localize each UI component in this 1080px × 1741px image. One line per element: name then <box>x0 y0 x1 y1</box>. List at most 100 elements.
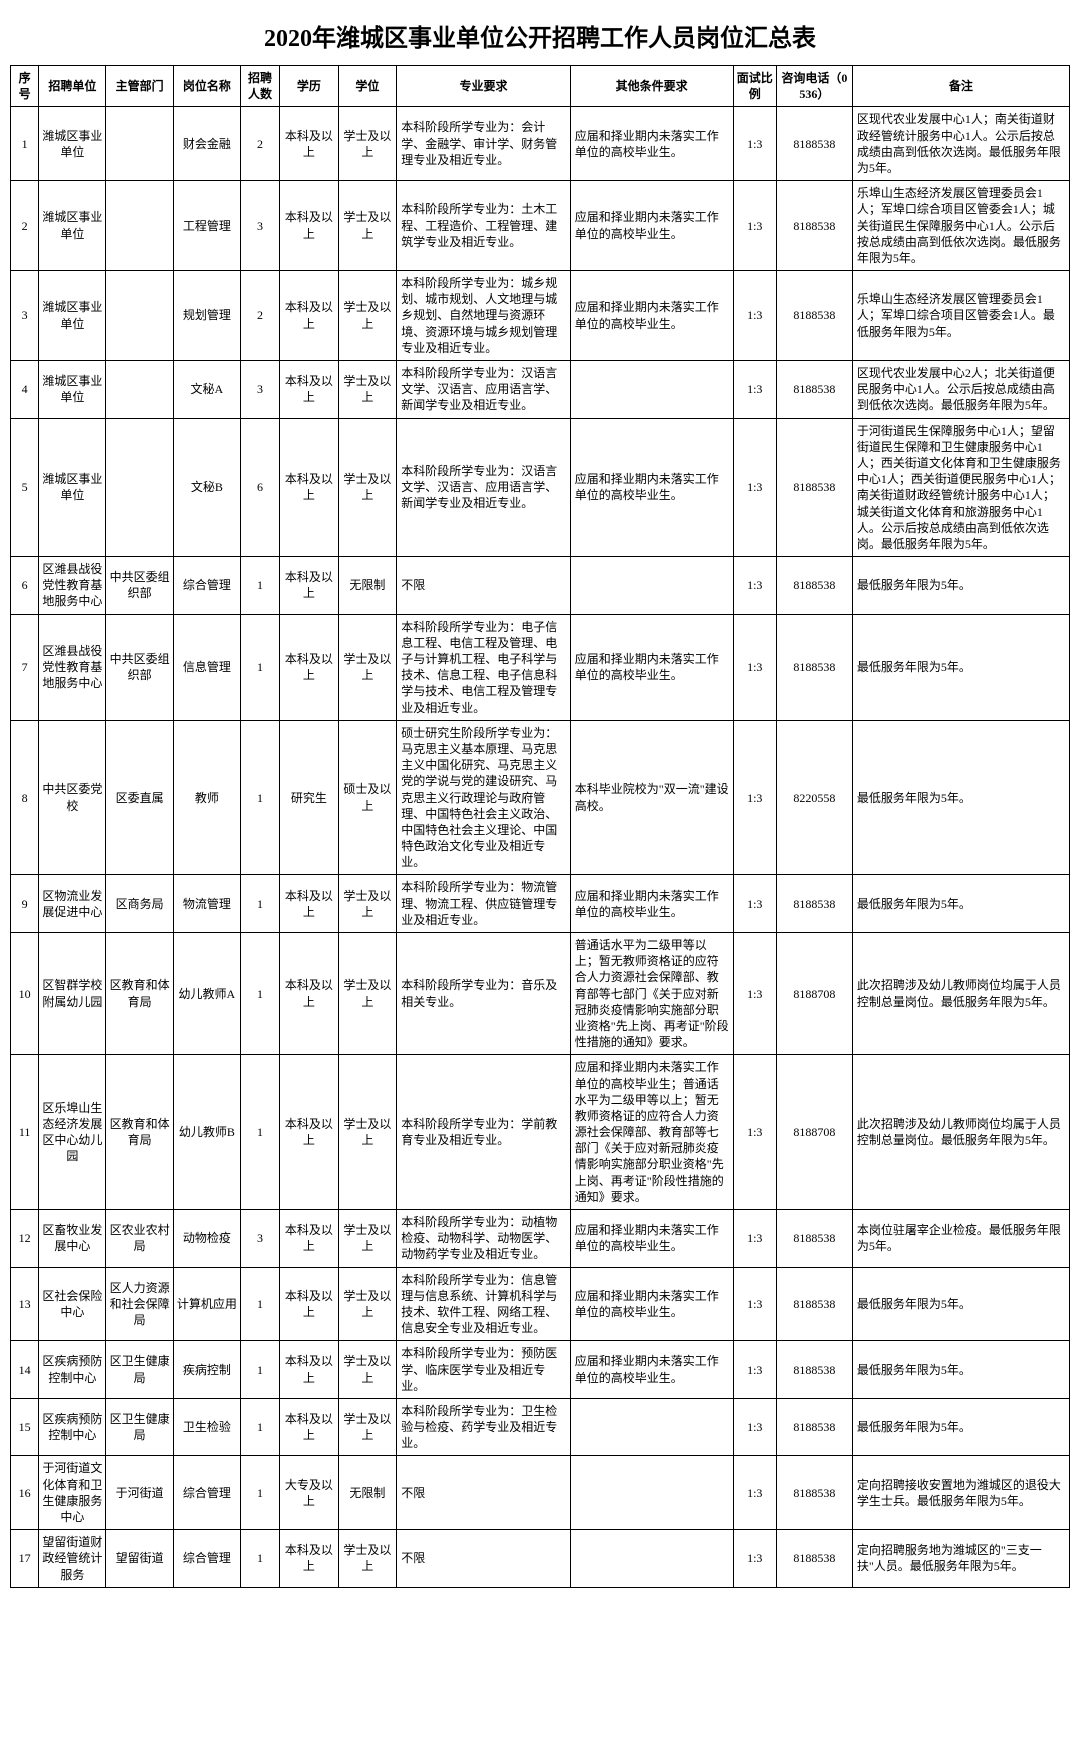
cell-edu: 本科及以上 <box>280 1530 339 1588</box>
th-num: 招聘人数 <box>241 66 280 107</box>
th-other: 其他条件要求 <box>570 66 733 107</box>
cell-note: 定向招聘接收安置地为潍城区的退役大学生士兵。最低服务年限为5年。 <box>852 1456 1069 1530</box>
table-body: 1潍城区事业单位财会金融2本科及以上学士及以上本科阶段所学专业为：会计学、金融学… <box>11 107 1070 1587</box>
cell-other: 应届和择业期内未落实工作单位的高校毕业生。 <box>570 1267 733 1341</box>
cell-other: 应届和择业期内未落实工作单位的高校毕业生。 <box>570 1341 733 1399</box>
cell-post: 财会金融 <box>173 107 240 181</box>
cell-post: 计算机应用 <box>173 1267 240 1341</box>
cell-seq: 14 <box>11 1341 39 1399</box>
cell-deg: 无限制 <box>338 557 397 615</box>
table-row: 1潍城区事业单位财会金融2本科及以上学士及以上本科阶段所学专业为：会计学、金融学… <box>11 107 1070 181</box>
cell-note: 乐埠山生态经济发展区管理委员会1人；军埠口综合项目区管委会1人；城关街道民生保障… <box>852 181 1069 271</box>
cell-tel: 8188538 <box>776 875 852 933</box>
cell-num: 1 <box>241 1398 280 1456</box>
cell-tel: 8188538 <box>776 1398 852 1456</box>
cell-deg: 学士及以上 <box>338 1267 397 1341</box>
cell-num: 3 <box>241 361 280 419</box>
cell-seq: 8 <box>11 720 39 875</box>
cell-other <box>570 1398 733 1456</box>
cell-major: 本科阶段所学专业为：学前教育专业及相近专业。 <box>397 1055 571 1210</box>
cell-post: 文秘B <box>173 418 240 557</box>
cell-unit: 于河街道文化体育和卫生健康服务中心 <box>39 1456 106 1530</box>
cell-tel: 8188538 <box>776 557 852 615</box>
cell-unit: 区疾病预防控制中心 <box>39 1398 106 1456</box>
table-row: 2潍城区事业单位工程管理3本科及以上学士及以上本科阶段所学专业为：土木工程、工程… <box>11 181 1070 271</box>
cell-major: 本科阶段所学专业为：信息管理与信息系统、计算机科学与技术、软件工程、网络工程、信… <box>397 1267 571 1341</box>
cell-tel: 8188538 <box>776 361 852 419</box>
cell-num: 1 <box>241 1341 280 1399</box>
cell-major: 本科阶段所学专业为：汉语言文学、汉语言、应用语言学、新闻学专业及相近专业。 <box>397 361 571 419</box>
cell-other <box>570 1456 733 1530</box>
cell-dept <box>106 361 173 419</box>
cell-major: 本科阶段所学专业为：卫生检验与检疫、药学专业及相近专业。 <box>397 1398 571 1456</box>
table-row: 14区疾病预防控制中心区卫生健康局疾病控制1本科及以上学士及以上本科阶段所学专业… <box>11 1341 1070 1399</box>
cell-num: 1 <box>241 1267 280 1341</box>
cell-note: 乐埠山生态经济发展区管理委员会1人；军埠口综合项目区管委会1人。最低服务年限为5… <box>852 271 1069 361</box>
table-row: 5潍城区事业单位文秘B6本科及以上学士及以上本科阶段所学专业为：汉语言文学、汉语… <box>11 418 1070 557</box>
cell-unit: 中共区委党校 <box>39 720 106 875</box>
cell-major: 本科阶段所学专业为：预防医学、临床医学专业及相近专业。 <box>397 1341 571 1399</box>
cell-post: 工程管理 <box>173 181 240 271</box>
cell-seq: 10 <box>11 933 39 1055</box>
table-row: 9区物流业发展促进中心区商务局物流管理1本科及以上学士及以上本科阶段所学专业为：… <box>11 875 1070 933</box>
cell-dept: 于河街道 <box>106 1456 173 1530</box>
table-row: 17望留街道财政经管统计服务望留街道综合管理1本科及以上学士及以上不限1:381… <box>11 1530 1070 1588</box>
cell-deg: 无限制 <box>338 1456 397 1530</box>
cell-ratio: 1:3 <box>733 1530 776 1588</box>
cell-deg: 学士及以上 <box>338 361 397 419</box>
table-row: 7区潍县战役党性教育基地服务中心中共区委组织部信息管理1本科及以上学士及以上本科… <box>11 614 1070 720</box>
cell-post: 文秘A <box>173 361 240 419</box>
cell-dept: 区农业农村局 <box>106 1210 173 1268</box>
cell-note: 此次招聘涉及幼儿教师岗位均属于人员控制总量岗位。最低服务年限为5年。 <box>852 1055 1069 1210</box>
cell-note: 于河街道民生保障服务中心1人；望留街道民生保障和卫生健康服务中心1人；西关街道文… <box>852 418 1069 557</box>
cell-unit: 区社会保险中心 <box>39 1267 106 1341</box>
cell-major: 本科阶段所学专业为：会计学、金融学、审计学、财务管理专业及相近专业。 <box>397 107 571 181</box>
table-header-row: 序号 招聘单位 主管部门 岗位名称 招聘人数 学历 学位 专业要求 其他条件要求… <box>11 66 1070 107</box>
cell-tel: 8188538 <box>776 107 852 181</box>
cell-dept <box>106 181 173 271</box>
cell-major: 本科阶段所学专业为：土木工程、工程造价、工程管理、建筑学专业及相近专业。 <box>397 181 571 271</box>
cell-num: 2 <box>241 271 280 361</box>
cell-tel: 8188538 <box>776 614 852 720</box>
cell-num: 1 <box>241 614 280 720</box>
cell-post: 综合管理 <box>173 1530 240 1588</box>
table-row: 3潍城区事业单位规划管理2本科及以上学士及以上本科阶段所学专业为：城乡规划、城市… <box>11 271 1070 361</box>
cell-seq: 3 <box>11 271 39 361</box>
cell-tel: 8188538 <box>776 181 852 271</box>
cell-deg: 学士及以上 <box>338 1055 397 1210</box>
cell-dept: 区教育和体育局 <box>106 1055 173 1210</box>
cell-unit: 望留街道财政经管统计服务 <box>39 1530 106 1588</box>
th-ratio: 面试比例 <box>733 66 776 107</box>
cell-num: 1 <box>241 1055 280 1210</box>
cell-tel: 8188538 <box>776 1341 852 1399</box>
cell-note: 最低服务年限为5年。 <box>852 1398 1069 1456</box>
cell-seq: 12 <box>11 1210 39 1268</box>
cell-edu: 本科及以上 <box>280 1267 339 1341</box>
cell-major: 硕士研究生阶段所学专业为：马克思主义基本原理、马克思主义中国化研究、马克思主义党… <box>397 720 571 875</box>
cell-deg: 学士及以上 <box>338 1530 397 1588</box>
cell-post: 物流管理 <box>173 875 240 933</box>
cell-seq: 9 <box>11 875 39 933</box>
cell-dept: 区卫生健康局 <box>106 1341 173 1399</box>
cell-note: 本岗位驻屠宰企业检疫。最低服务年限为5年。 <box>852 1210 1069 1268</box>
cell-edu: 本科及以上 <box>280 107 339 181</box>
th-note: 备注 <box>852 66 1069 107</box>
cell-ratio: 1:3 <box>733 1341 776 1399</box>
cell-dept: 区委直属 <box>106 720 173 875</box>
cell-tel: 8188538 <box>776 1530 852 1588</box>
cell-major: 本科阶段所学专业为：动植物检疫、动物科学、动物医学、动物药学专业及相近专业。 <box>397 1210 571 1268</box>
cell-note: 最低服务年限为5年。 <box>852 875 1069 933</box>
cell-unit: 潍城区事业单位 <box>39 361 106 419</box>
cell-other <box>570 557 733 615</box>
th-major: 专业要求 <box>397 66 571 107</box>
cell-seq: 7 <box>11 614 39 720</box>
table-row: 15区疾病预防控制中心区卫生健康局卫生检验1本科及以上学士及以上本科阶段所学专业… <box>11 1398 1070 1456</box>
cell-dept <box>106 418 173 557</box>
th-post: 岗位名称 <box>173 66 240 107</box>
cell-num: 1 <box>241 557 280 615</box>
cell-seq: 15 <box>11 1398 39 1456</box>
cell-edu: 本科及以上 <box>280 1398 339 1456</box>
cell-deg: 学士及以上 <box>338 614 397 720</box>
cell-post: 教师 <box>173 720 240 875</box>
th-dept: 主管部门 <box>106 66 173 107</box>
